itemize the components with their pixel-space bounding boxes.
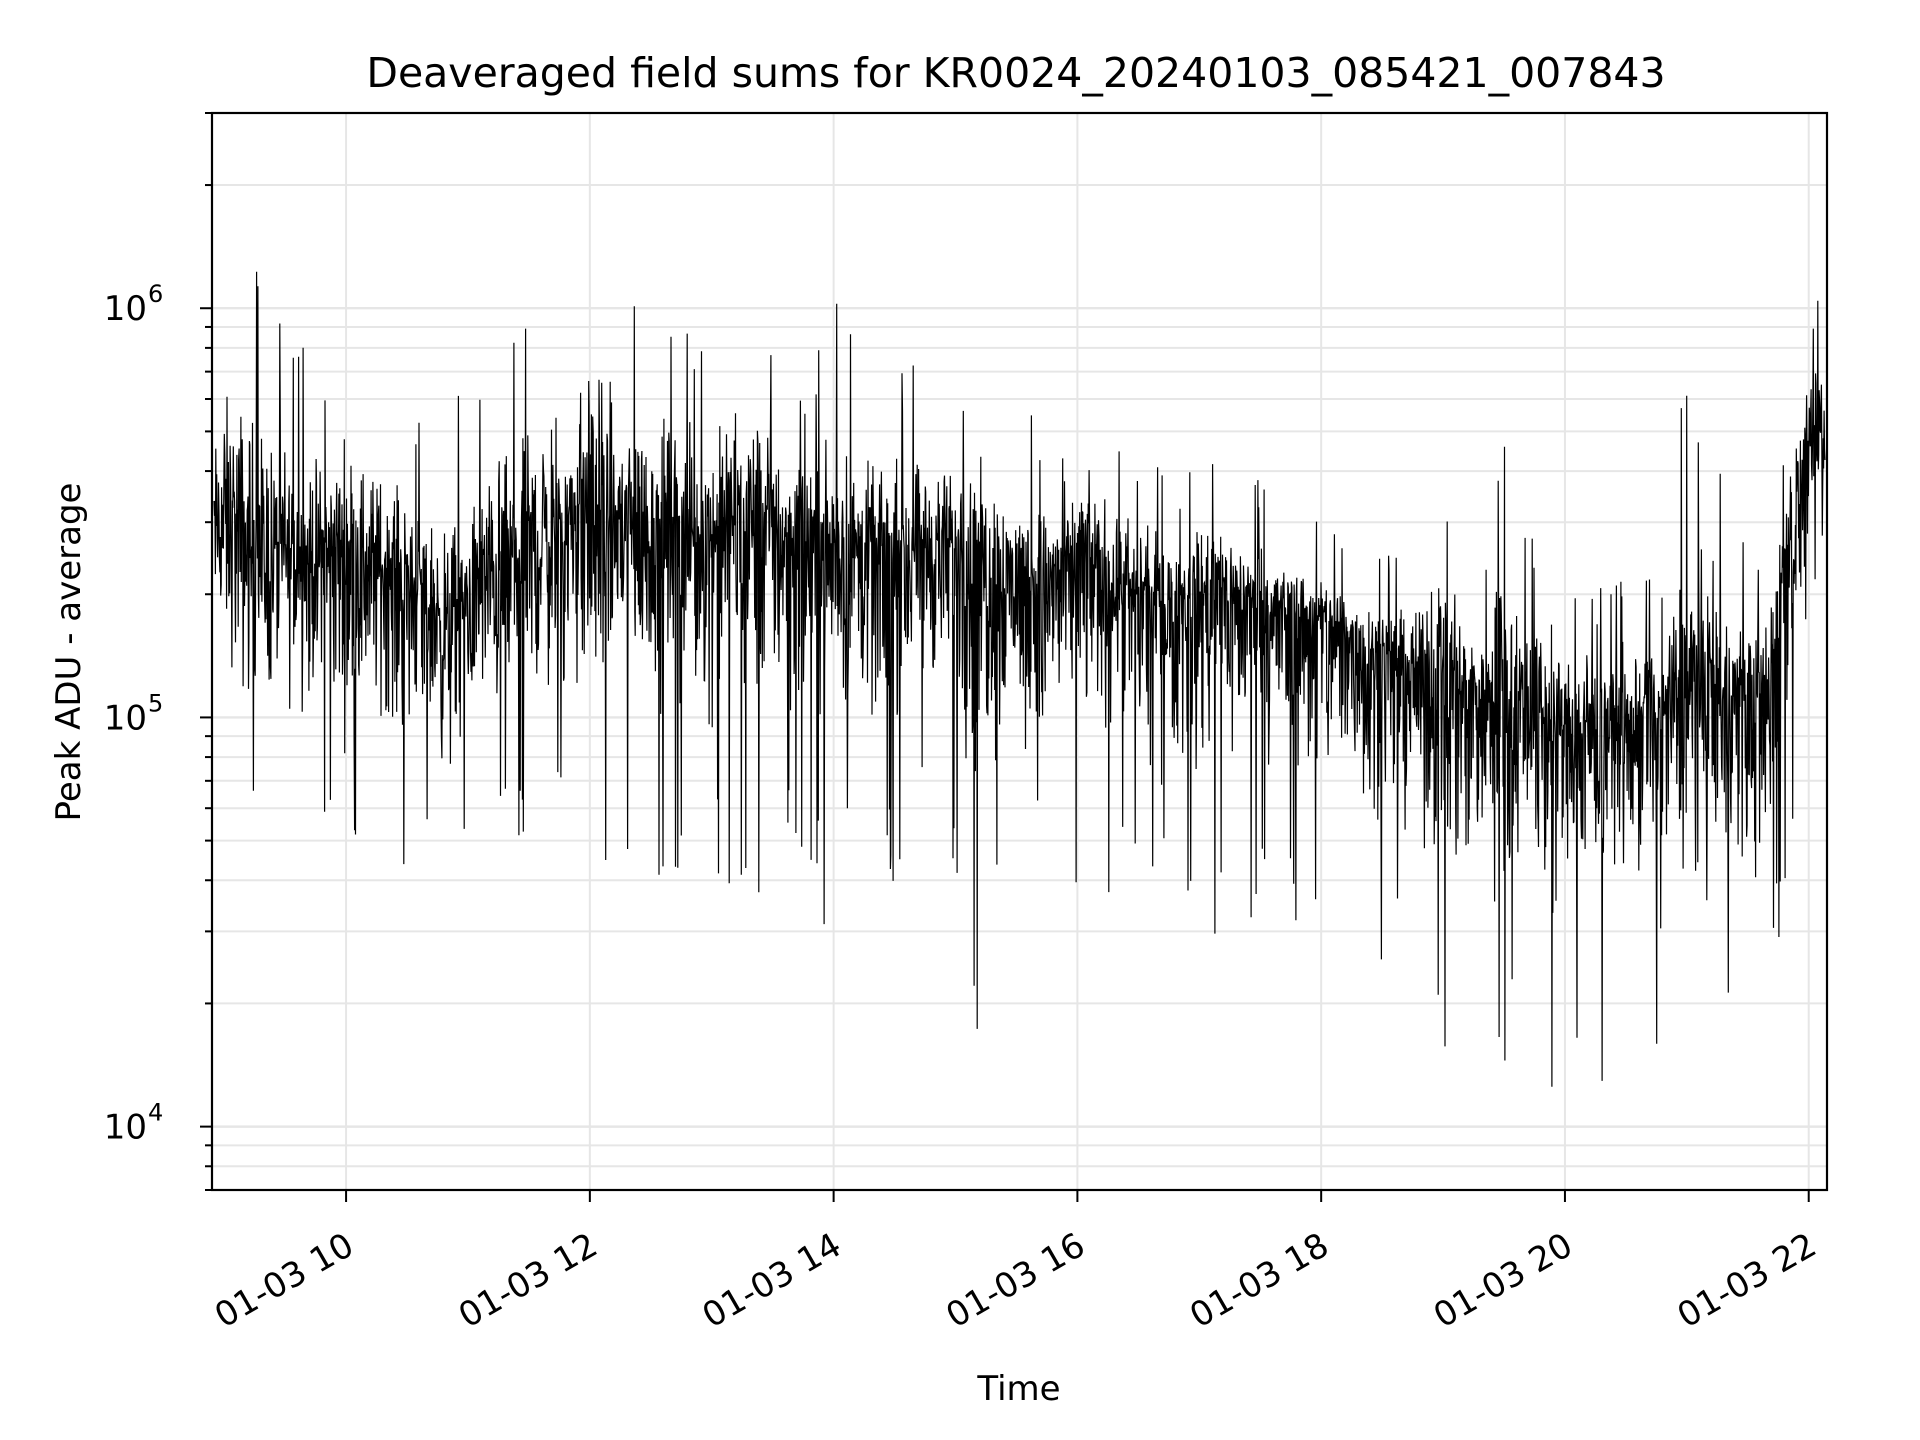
y-tick-exponent: 4 <box>148 1099 163 1127</box>
plot-frame <box>210 111 1829 1192</box>
x-tick-label: 01-03 22 <box>1671 1225 1823 1336</box>
y-tick-exponent: 5 <box>148 689 163 717</box>
y-axis-title: Peak ADU - average <box>49 483 89 822</box>
x-tick-label: 01-03 18 <box>1183 1225 1335 1336</box>
chart-title: Deaveraged field sums for KR0024_2024010… <box>366 49 1665 97</box>
y-tick-label: 10 <box>104 1108 147 1148</box>
series-path <box>213 271 1826 1087</box>
y-tick-label: 10 <box>104 698 147 738</box>
y-tick-exponent: 6 <box>148 280 163 308</box>
x-tick-label: 01-03 10 <box>208 1225 360 1336</box>
y-tick-label: 10 <box>104 289 147 329</box>
grid-lines <box>212 112 1827 1191</box>
x-tick-label: 01-03 14 <box>696 1225 848 1336</box>
x-tick-label: 01-03 16 <box>940 1225 1092 1336</box>
x-axis-title: Time <box>976 1369 1060 1409</box>
series-line <box>213 271 1826 1087</box>
x-tick-label: 01-03 20 <box>1427 1225 1579 1336</box>
x-tick-label: 01-03 12 <box>452 1225 604 1336</box>
